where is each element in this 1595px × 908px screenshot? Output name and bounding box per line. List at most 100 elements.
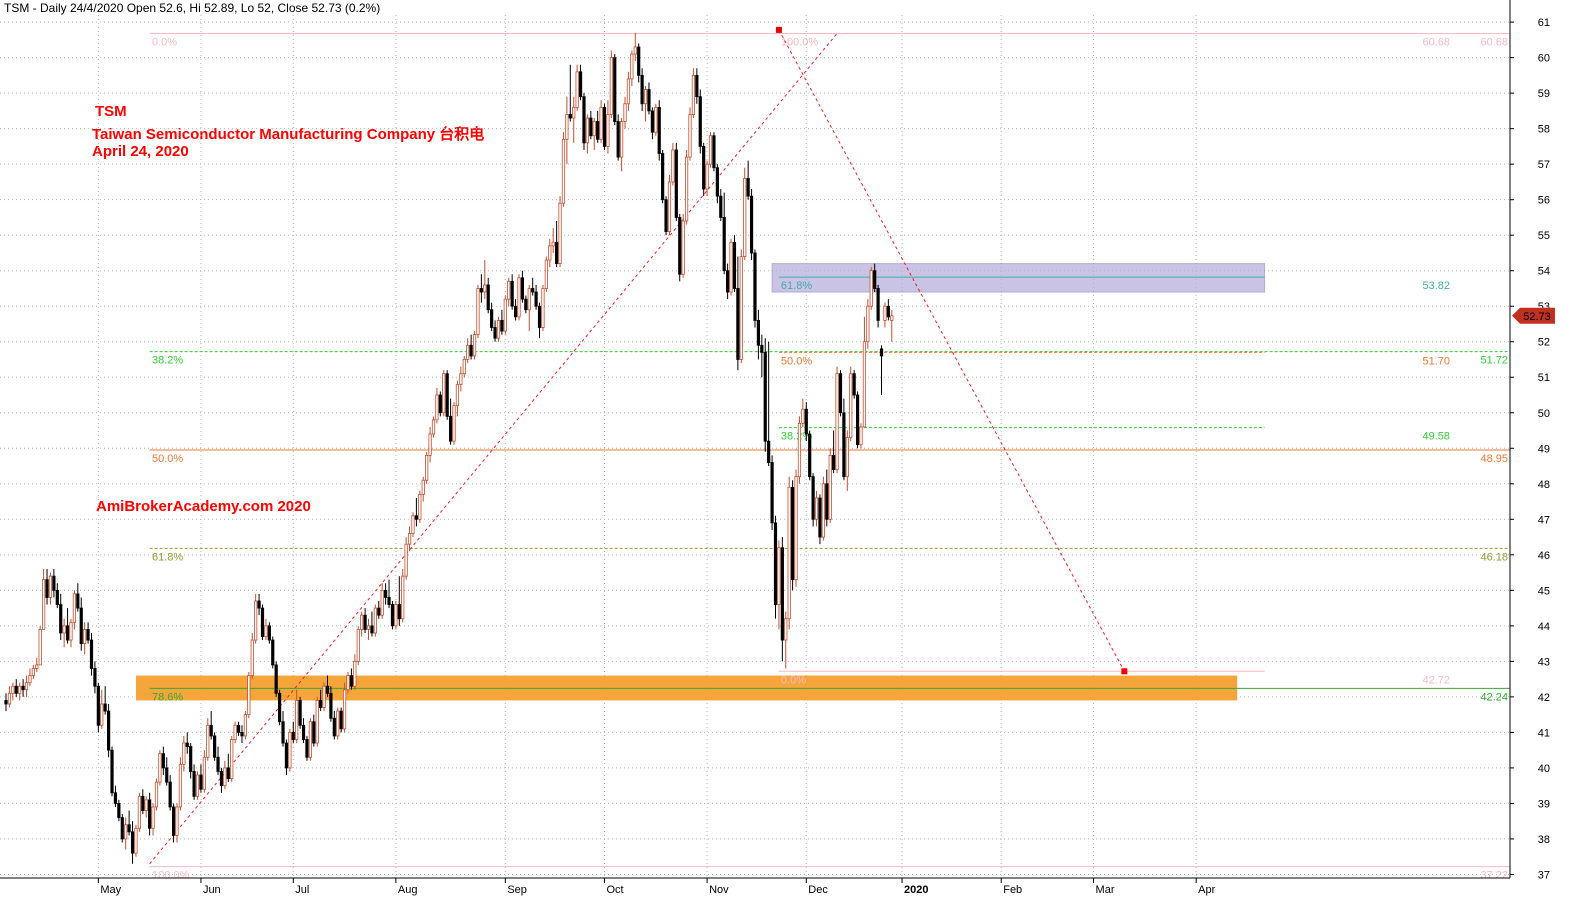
candle-body: [401, 575, 405, 620]
xtick-label: Feb: [1003, 884, 1022, 896]
candle-body: [859, 426, 863, 446]
candle-body: [185, 742, 189, 747]
xtick-label: Oct: [607, 884, 624, 896]
candle-body: [148, 799, 152, 829]
ytick-label: 54: [1538, 266, 1550, 278]
fib-value-label: 53.82: [1422, 280, 1450, 292]
candle-body: [510, 280, 514, 307]
candle-body: [428, 433, 432, 456]
ytick-label: 49: [1538, 443, 1550, 455]
candle-body: [726, 270, 730, 293]
candle-body: [21, 685, 25, 691]
candle-body: [48, 575, 53, 598]
candle-body: [151, 806, 155, 829]
fib-pct-label: 50.0%: [781, 355, 812, 367]
candle-body: [134, 827, 138, 854]
candle-body: [295, 700, 299, 740]
candle-body: [466, 344, 470, 360]
candle-body: [404, 543, 408, 577]
candle-body: [445, 373, 449, 417]
candle-body: [804, 408, 808, 435]
candle-body: [698, 96, 702, 147]
fib-value-label: 51.72: [1480, 355, 1508, 367]
swing-high-marker: [775, 26, 782, 33]
ytick-label: 46: [1538, 550, 1550, 562]
candle-body: [199, 774, 203, 790]
watermark-annotation: AmiBrokerAcademy.com 2020: [96, 498, 311, 515]
ytick-label: 44: [1538, 621, 1550, 633]
candle-body: [756, 320, 761, 346]
candle-body: [527, 288, 531, 311]
candle-body: [616, 121, 620, 158]
candle-body: [558, 202, 562, 265]
candle-body: [206, 724, 210, 758]
candle-body: [342, 689, 347, 730]
candle-body: [544, 259, 548, 289]
candle-body: [469, 344, 473, 357]
candle-body: [120, 817, 124, 840]
candle-body: [356, 628, 360, 662]
candle-body: [158, 753, 162, 783]
ytick-label: 47: [1538, 514, 1550, 526]
candle-body: [462, 359, 466, 375]
candle-body: [517, 277, 521, 318]
fib-value-label: 60.68: [1422, 36, 1450, 48]
candle-body: [65, 625, 70, 641]
candle-body: [219, 771, 224, 787]
price-tag: [1512, 307, 1555, 324]
candle-body: [838, 373, 843, 414]
candle-body: [14, 685, 18, 694]
candle-body: [575, 71, 579, 108]
candle-body: [141, 795, 145, 811]
candle-body: [4, 700, 8, 705]
xtick-label: Mar: [1096, 884, 1115, 896]
candle-body: [814, 497, 819, 520]
candle-body: [630, 53, 634, 80]
candle-body: [715, 167, 719, 197]
axes: 3738394041424344454647484950515253545556…: [0, 0, 1555, 896]
zones: [135, 263, 1266, 701]
candle-body: [76, 593, 80, 609]
candle-body: [28, 675, 32, 684]
candle-body: [93, 668, 97, 687]
candle-body: [260, 607, 265, 637]
candle-body: [230, 739, 234, 779]
candle-body: [291, 731, 295, 740]
candle-body: [623, 103, 627, 122]
resistance-zone: [771, 263, 1266, 293]
fib-value-label: 48.95: [1480, 453, 1508, 465]
candle-body: [366, 625, 371, 630]
candle-body: [390, 604, 395, 627]
fib-value-label: 37.22: [1480, 870, 1508, 882]
candle-body: [418, 494, 422, 520]
candle-body: [551, 241, 555, 247]
candle-body: [681, 220, 685, 275]
candle-body: [852, 373, 856, 396]
candle-body: [883, 305, 887, 321]
candle-body: [353, 660, 357, 687]
ytick-label: 37: [1538, 869, 1550, 881]
ticker-annotation: TSM: [95, 103, 127, 120]
candle-body: [879, 348, 884, 357]
candle-body: [83, 628, 87, 645]
candle-body: [548, 245, 552, 261]
candle-body: [332, 717, 336, 737]
candle-body: [339, 710, 343, 730]
candle-body: [144, 799, 148, 811]
fib-value-label: 46.18: [1480, 551, 1508, 563]
candle-body: [513, 305, 518, 318]
candle-body: [69, 621, 73, 641]
ytick-label: 43: [1538, 656, 1550, 668]
candle-body: [113, 792, 118, 804]
candle-body: [189, 746, 193, 772]
candle-body: [476, 288, 480, 336]
candle-body: [100, 703, 104, 726]
candle-body: [373, 607, 377, 634]
xtick-label: Aug: [398, 884, 418, 896]
candle-body: [691, 74, 696, 115]
candle-body: [45, 579, 49, 598]
candle-body: [688, 114, 692, 158]
candle-body: [284, 742, 289, 769]
candle-body: [520, 277, 525, 300]
